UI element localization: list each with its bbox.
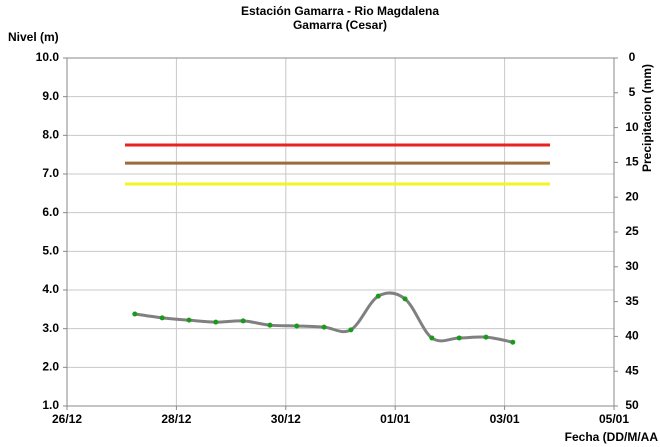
point [240,318,246,324]
y-tick-label: 1.0 [42,398,59,412]
y2-tick-label: 45 [625,363,639,377]
point [348,327,354,333]
point [294,323,300,329]
y-tick-label: 7.0 [42,166,59,180]
point [159,315,165,321]
y-tick-label: 8.0 [42,128,59,142]
series-line [134,291,514,344]
y-tick-label: 6.0 [42,205,59,219]
y2-tick-label: 0 [629,50,636,64]
y-axis-label: Nivel (m) [8,30,59,44]
y-tick-label: 5.0 [42,244,59,258]
point [186,317,192,323]
chart-title: Estación Gamarra - Rio Magdalena [241,4,439,18]
y-tick-label: 2.0 [42,360,59,374]
point [510,339,516,345]
point [321,324,327,330]
y-tick-label: 10.0 [36,50,60,64]
x-axis-label: Fecha (DD/M/AA [565,430,659,444]
y-tick-label: 9.0 [42,89,59,103]
y2-tick-label: 20 [625,189,639,203]
point [429,335,435,341]
x-tick-label: 28/12 [161,412,191,426]
chart-subtitle: Gamarra (Cesar) [293,18,387,32]
x-tick-label: 26/12 [52,412,82,426]
y-tick-label: 3.0 [42,321,59,335]
x-tick-label: 01/01 [380,412,410,426]
point [267,322,273,328]
point [132,311,138,317]
y2-tick-label: 25 [625,224,639,238]
point [213,319,219,325]
y2-tick-label: 35 [625,294,639,308]
point [375,293,381,299]
x-tick-label: 03/01 [490,412,520,426]
point [402,296,408,302]
y2-tick-label: 5 [629,85,636,99]
x-tick-label: 05/01 [599,412,629,426]
y-tick-label: 4.0 [42,282,59,296]
point [483,334,489,340]
y2-tick-label: 30 [625,259,639,273]
x-tick-label: 30/12 [271,412,301,426]
y2-axis-label: Precipitacion (mm) [640,64,654,172]
y2-tick-label: 10 [625,120,639,134]
y2-tick-label: 40 [625,329,639,343]
point [456,335,462,341]
y2-tick-label: 15 [625,155,639,169]
y2-tick-label: 50 [625,398,639,412]
